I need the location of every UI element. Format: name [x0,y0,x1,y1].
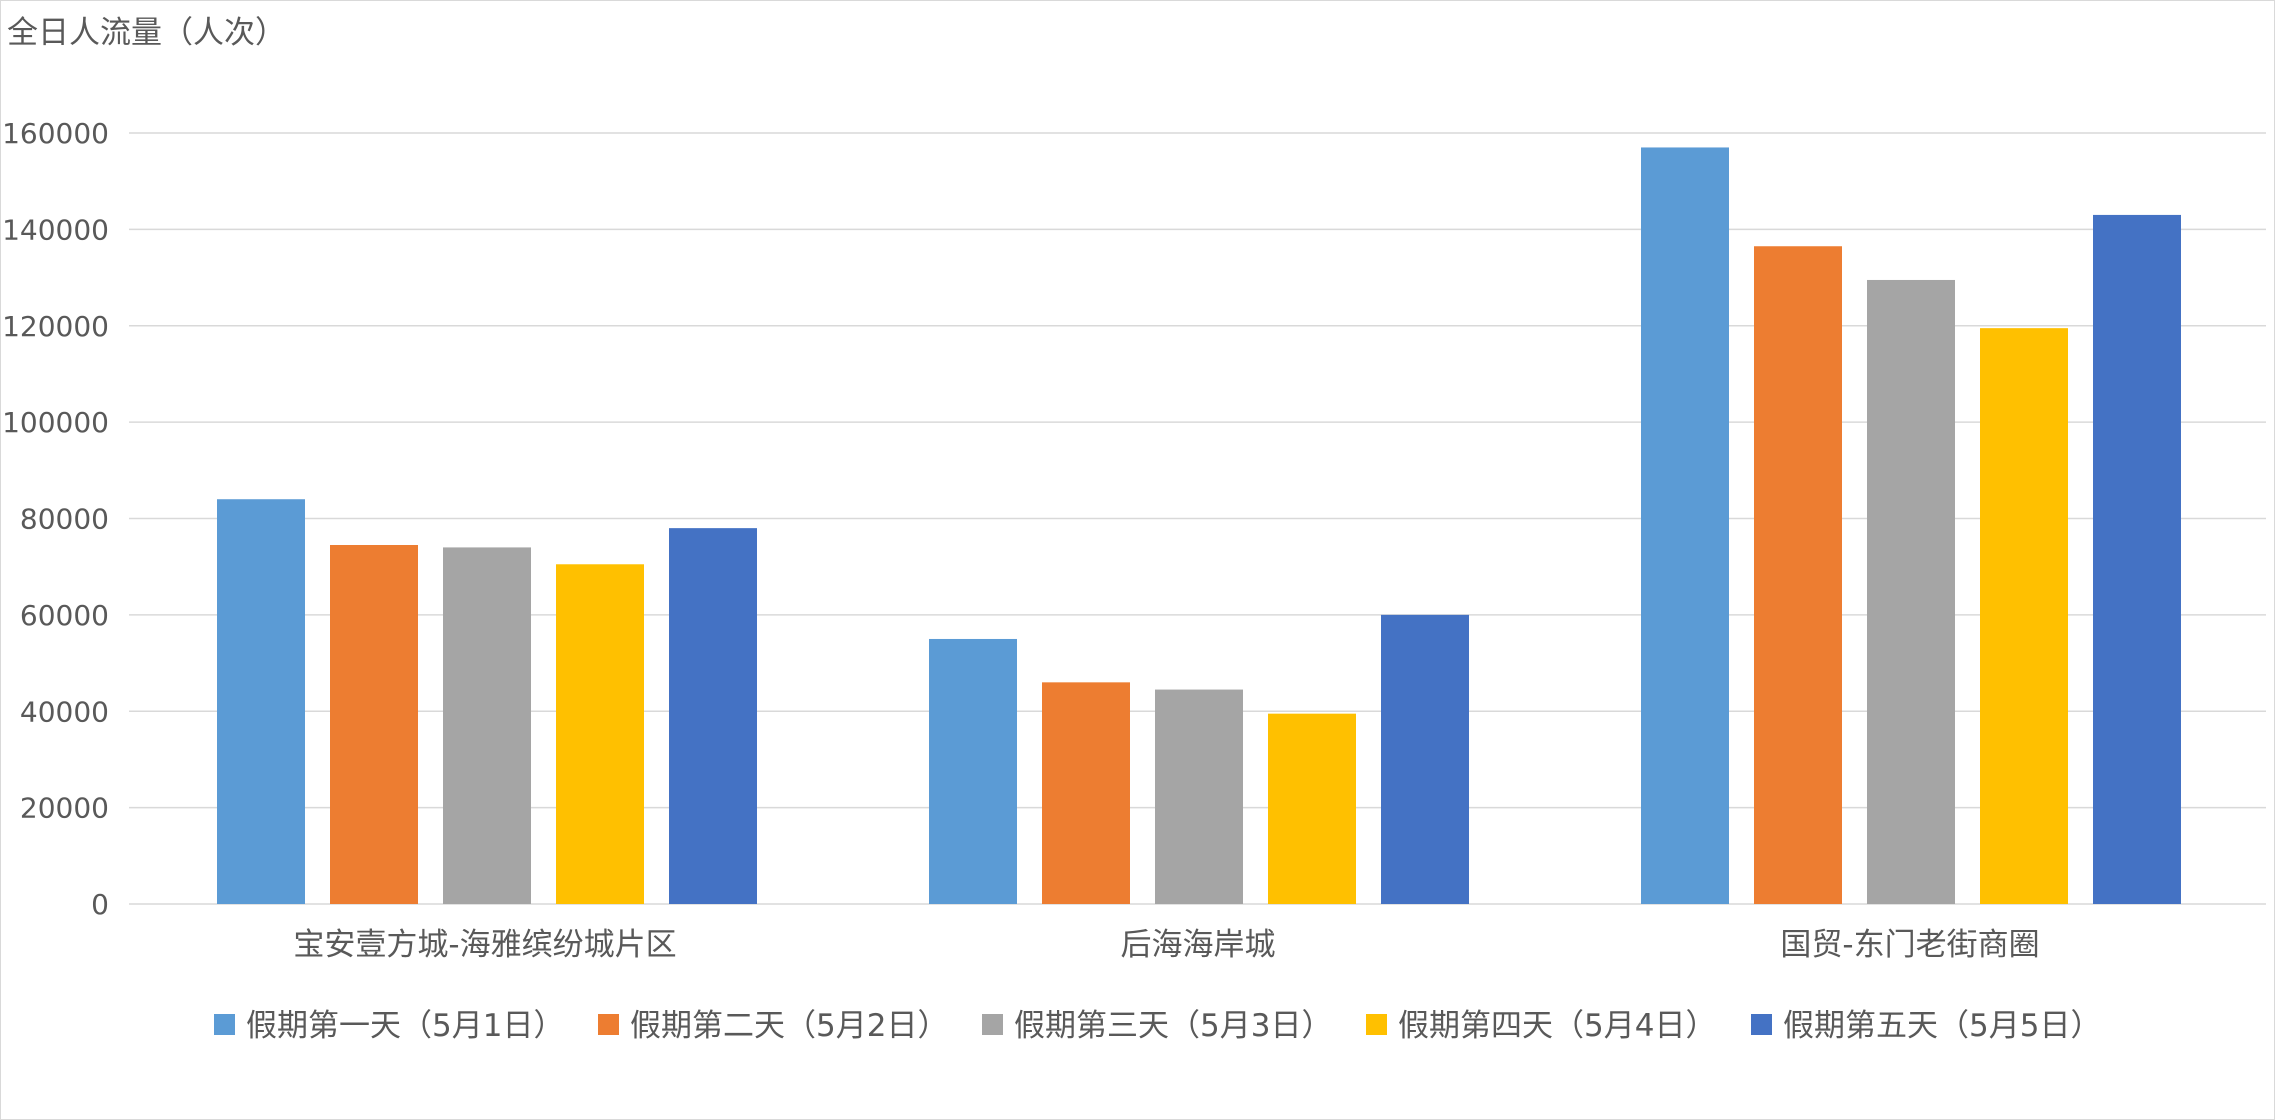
bar-3-series-1 [1641,147,1729,905]
bar-3-series-4 [1980,328,2068,904]
bar-1-series-3 [443,547,531,904]
bar-2-series-1 [929,638,1017,904]
y-tick-label: 160000 [2,117,109,150]
bar-2-series-5 [1381,614,1469,904]
bar-3-series-2 [1754,246,1842,905]
y-axis-ticks: 0 20000 40000 60000 80000 100000 120000 140000 1… [2,117,109,921]
legend-item-1: 假期第一天（5月1日） [214,1008,564,1044]
y-tick-label: 40000 [20,695,109,728]
bar-1-series-1 [217,499,305,904]
legend-item-5: 假期第五天（5月5日） [1751,1008,2101,1044]
category-label: 宝安壹方城-海雅缤纷城片区 [293,927,676,963]
legend-label: 假期第五天（5月5日） [1783,1008,2101,1044]
y-axis-title: 全日人流量（人次） [7,15,286,51]
bar-2-series-3 [1155,689,1243,904]
x-axis-categories: 宝安壹方城-海雅缤纷城片区 后海海岸城 国贸-东门老街商圈 [293,927,2039,963]
bar-2-series-4 [1268,713,1356,904]
legend-label: 假期第二天（5月2日） [630,1008,948,1044]
legend: 假期第一天（5月1日） 假期第二天（5月2日） 假期第三天（5月3日） 假期第四天（5… [214,1008,2101,1044]
legend-item-2: 假期第二天（5月2日） [598,1008,948,1044]
bar-1-series-2 [330,545,418,904]
legend-item-4: 假期第四天（5月4日） [1366,1008,1716,1044]
y-tick-label: 80000 [20,503,109,536]
bar-3-series-5 [2093,214,2181,904]
y-tick-label: 140000 [2,213,109,246]
bar-1-series-5 [669,528,757,904]
legend-label: 假期第四天（5月4日） [1398,1008,1716,1044]
legend-label: 假期第三天（5月3日） [1014,1008,1332,1044]
y-tick-label: 60000 [20,599,109,632]
legend-label: 假期第一天（5月1日） [246,1008,564,1044]
legend-swatch [1366,1014,1387,1035]
bars [217,147,2181,905]
legend-swatch [982,1014,1003,1035]
bar-1-series-4 [556,564,644,904]
category-label: 国贸-东门老街商圈 [1780,927,2039,963]
y-tick-label: 0 [91,888,109,921]
category-label: 后海海岸城 [1121,927,1276,963]
y-tick-label: 20000 [20,792,109,825]
legend-swatch [598,1014,619,1035]
y-tick-label: 100000 [2,406,109,439]
legend-swatch [1751,1014,1772,1035]
bar-3-series-3 [1867,279,1955,904]
legend-item-3: 假期第三天（5月3日） [982,1008,1332,1044]
y-tick-label: 120000 [2,310,109,343]
legend-swatch [214,1014,235,1035]
bar-2-series-2 [1042,682,1130,904]
